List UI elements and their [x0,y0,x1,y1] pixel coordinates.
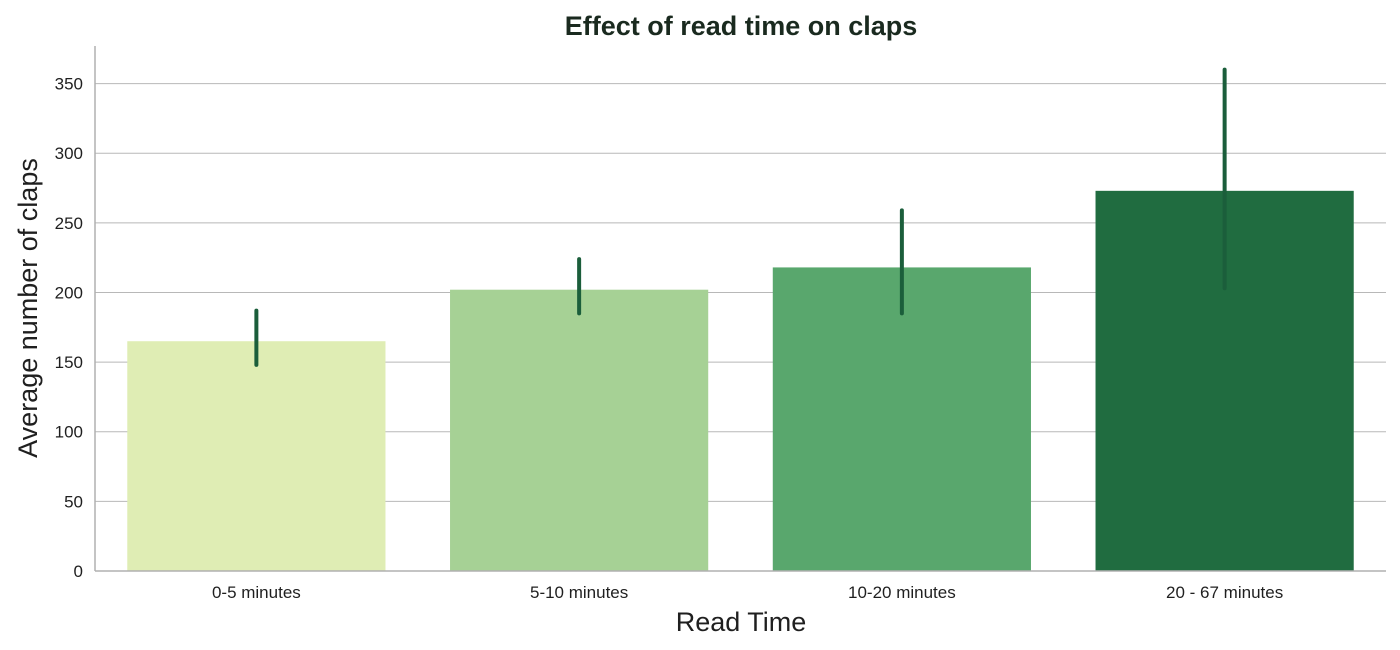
y-tick-label: 50 [64,492,83,511]
x-tick-labels: 0-5 minutes 5-10 minutes 10-20 minutes 20 -… [212,583,1283,602]
error-bars [254,67,1227,367]
y-tick-label: 0 [74,562,83,581]
y-tick-label: 350 [55,75,83,94]
y-tick-label: 250 [55,214,83,233]
y-tick-label: 100 [55,423,83,442]
y-axis-label: Average number of claps [13,158,43,458]
bar [450,289,709,571]
chart-title: Effect of read time on claps [565,11,918,41]
bar [127,341,386,571]
x-tick-label: 0-5 minutes [212,583,301,602]
x-tick-label: 20 - 67 minutes [1166,583,1283,602]
x-axis-label: Read Time [676,607,807,637]
bar [772,267,1031,571]
y-tick-label: 150 [55,353,83,372]
y-tick-label: 300 [55,144,83,163]
y-tick-label: 200 [55,283,83,302]
x-tick-label: 10-20 minutes [848,583,956,602]
x-tick-label: 5-10 minutes [530,583,628,602]
bars [127,190,1354,572]
y-tick-labels: 0 50 100 150 200 250 300 350 [55,75,83,581]
